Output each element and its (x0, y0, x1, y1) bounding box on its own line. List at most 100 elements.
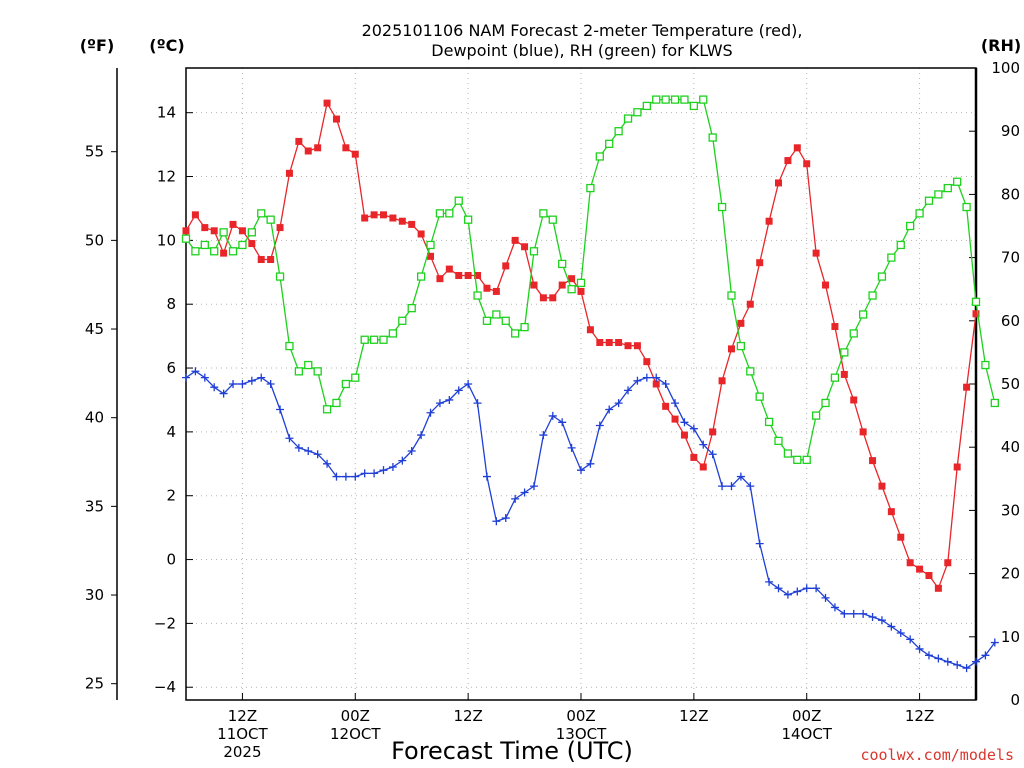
rh-point (783, 449, 793, 458)
dewpoint-point (671, 399, 680, 408)
rh-point (492, 310, 501, 319)
dewpoint-point (849, 609, 858, 618)
temperature-point (267, 256, 275, 264)
rh-point (219, 228, 228, 237)
series-dewpoint (182, 367, 999, 673)
rh-point (369, 335, 379, 344)
dewpoint-point (783, 590, 792, 599)
dewpoint-point (689, 424, 698, 433)
rh-point (868, 291, 877, 300)
rh-point (699, 95, 708, 104)
rh-point (228, 247, 238, 256)
rh-point (764, 417, 774, 427)
x-tick-label: 00Z (566, 707, 595, 725)
dewpoint-point (708, 450, 717, 459)
dewpoint-point (341, 472, 350, 481)
rh-point (689, 101, 699, 111)
dewpoint-point (840, 609, 849, 618)
rh-point (548, 215, 557, 224)
temperature-point (229, 220, 237, 228)
temperature-point (605, 339, 613, 347)
celsius-tick-label: 0 (166, 551, 176, 569)
site-credit: coolwx.com/models (860, 746, 1014, 764)
temperature-point (474, 271, 482, 279)
rh-point (727, 291, 736, 300)
dewpoint-point (736, 472, 745, 481)
rh-point (586, 183, 595, 193)
rh-point (398, 316, 407, 325)
temperature-point (521, 243, 529, 251)
dewpoint-point (793, 587, 802, 596)
rh-point (511, 329, 520, 338)
dewpoint-point (539, 431, 548, 440)
temperature-point (784, 157, 792, 165)
rh-point (294, 367, 304, 376)
rh-tick-label: 40 (1001, 438, 1020, 456)
fahrenheit-tick-label: 40 (85, 409, 104, 427)
dewpoint-point (407, 447, 416, 456)
dewpoint-point (962, 664, 971, 673)
dewpoint-point (520, 488, 529, 497)
rh-point (642, 101, 651, 111)
fahrenheit-tick-label: 30 (85, 586, 104, 604)
rh-point (426, 240, 435, 250)
dewpoint-point (351, 472, 360, 481)
x-tick-label: 2025 (223, 743, 261, 761)
dewpoint-point (548, 411, 557, 420)
temperature-point (191, 211, 199, 219)
temperature-point (906, 559, 914, 567)
rh-tick-label: 30 (1001, 501, 1020, 519)
temperature-point (812, 249, 820, 257)
dewpoint-point (464, 380, 473, 388)
unit-rh-label: (RH) (981, 36, 1021, 55)
rh-point (313, 367, 322, 376)
dewpoint-point (765, 577, 774, 586)
temperature-point (709, 428, 717, 436)
temperature-point (445, 265, 453, 273)
dewpoint-point (577, 466, 585, 475)
temperature-point (699, 463, 707, 471)
dewpoint-point (755, 539, 764, 548)
dewpoint-point (699, 440, 708, 449)
chart-title-line1: 2025101106 NAM Forecast 2-meter Temperat… (362, 21, 803, 40)
dewpoint-point (981, 651, 990, 660)
rh-point (332, 398, 341, 408)
temperature-point (690, 453, 698, 461)
rh-point (322, 405, 332, 414)
rh-point (576, 278, 586, 288)
temperature-point (389, 214, 397, 222)
dewpoint-point (313, 450, 322, 459)
temperature-point (201, 224, 209, 232)
rh-point (379, 335, 388, 344)
rh-point (454, 196, 463, 205)
temperature-point (483, 284, 491, 292)
dewpoint-point (229, 380, 238, 388)
rh-point (445, 209, 454, 218)
rh-point (501, 316, 510, 325)
temperature-point (455, 271, 463, 279)
temperature-point (934, 584, 942, 592)
rh-point (717, 202, 727, 212)
rh-point (670, 95, 680, 104)
rh-tick-label: 60 (1001, 312, 1020, 330)
rh-point (934, 190, 943, 199)
rh-point (416, 272, 426, 281)
rh-point (285, 341, 294, 351)
unit-celsius-label: (ºC) (149, 36, 184, 55)
rh-point (191, 247, 200, 256)
temperature-point (944, 559, 952, 567)
rh-point (962, 202, 971, 212)
dewpoint-point (934, 654, 943, 663)
rh-point (821, 398, 830, 408)
dewpoint-point (953, 660, 962, 669)
x-tick-label: 12Z (679, 707, 708, 725)
dewpoint-point (586, 459, 595, 468)
rh-point (435, 209, 445, 218)
dewpoint-point (426, 408, 435, 417)
rh-point (407, 304, 416, 313)
rh-point (558, 259, 567, 269)
rh-tick-label: 0 (1010, 691, 1020, 709)
dewpoint-point (887, 622, 896, 631)
temperature-point (248, 240, 256, 248)
